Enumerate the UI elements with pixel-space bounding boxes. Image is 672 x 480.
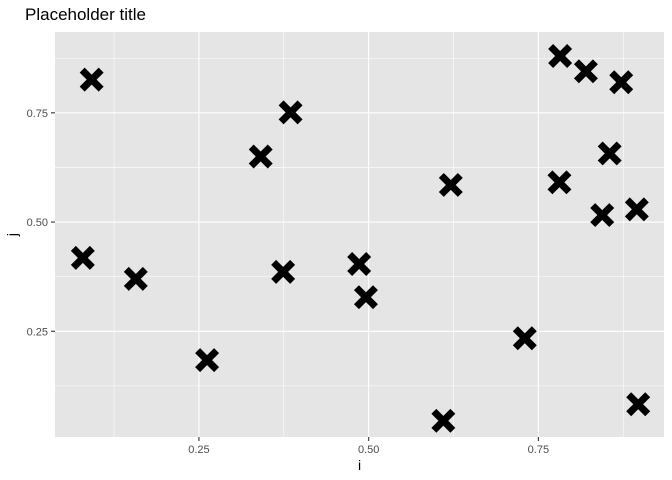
- marker-stroke: [123, 266, 148, 291]
- data-point: [512, 326, 537, 351]
- x-tick-label: 0.75: [528, 444, 549, 456]
- marker-stroke: [278, 100, 303, 125]
- marker-stroke: [548, 44, 573, 69]
- data-points: [70, 44, 651, 433]
- data-point: [438, 172, 463, 197]
- marker-stroke: [512, 326, 537, 351]
- chart-title: Placeholder title: [25, 5, 146, 24]
- data-point: [70, 245, 95, 270]
- data-point: [590, 203, 615, 228]
- marker-stroke: [271, 259, 296, 284]
- x-axis-title: i: [358, 457, 361, 473]
- data-point: [278, 100, 303, 125]
- marker-stroke: [353, 285, 378, 310]
- y-axis-title: j: [4, 233, 20, 237]
- marker-stroke: [195, 348, 220, 373]
- data-point: [431, 408, 456, 433]
- x-tick-label: 0.25: [188, 444, 209, 456]
- marker-stroke: [547, 170, 572, 195]
- data-point: [248, 144, 273, 169]
- marker-stroke: [347, 252, 372, 276]
- marker-stroke: [573, 59, 598, 84]
- x-axis: 0.25 0.50 0.75: [188, 437, 549, 456]
- x-tick-label: 0.50: [358, 444, 379, 456]
- y-tick-label: 0.25: [27, 326, 48, 338]
- marker-stroke: [431, 408, 456, 433]
- marker-stroke: [624, 197, 649, 222]
- data-point: [123, 266, 148, 291]
- major-gridlines: [55, 32, 664, 437]
- plot-panel: [55, 32, 664, 437]
- data-point: [271, 259, 296, 284]
- marker-stroke: [79, 67, 104, 92]
- data-point: [548, 44, 573, 69]
- marker-stroke: [248, 144, 273, 169]
- data-point: [626, 392, 651, 417]
- data-point: [547, 170, 572, 195]
- marker-stroke: [438, 172, 463, 197]
- data-point: [79, 67, 104, 92]
- marker-stroke: [590, 203, 615, 228]
- y-tick-label: 0.75: [27, 108, 48, 120]
- y-tick-label: 0.50: [27, 217, 48, 229]
- marker-stroke: [597, 141, 622, 166]
- data-point: [195, 348, 220, 373]
- data-point: [597, 141, 622, 166]
- marker-stroke: [609, 70, 634, 95]
- data-point: [624, 197, 649, 222]
- marker-stroke: [70, 245, 95, 270]
- marker-stroke: [626, 392, 651, 417]
- y-axis: 0.25 0.50 0.75: [27, 108, 55, 338]
- data-point: [573, 59, 598, 84]
- data-point: [609, 70, 634, 95]
- minor-gridlines: [55, 32, 664, 437]
- data-point: [347, 252, 372, 276]
- data-point: [353, 285, 378, 310]
